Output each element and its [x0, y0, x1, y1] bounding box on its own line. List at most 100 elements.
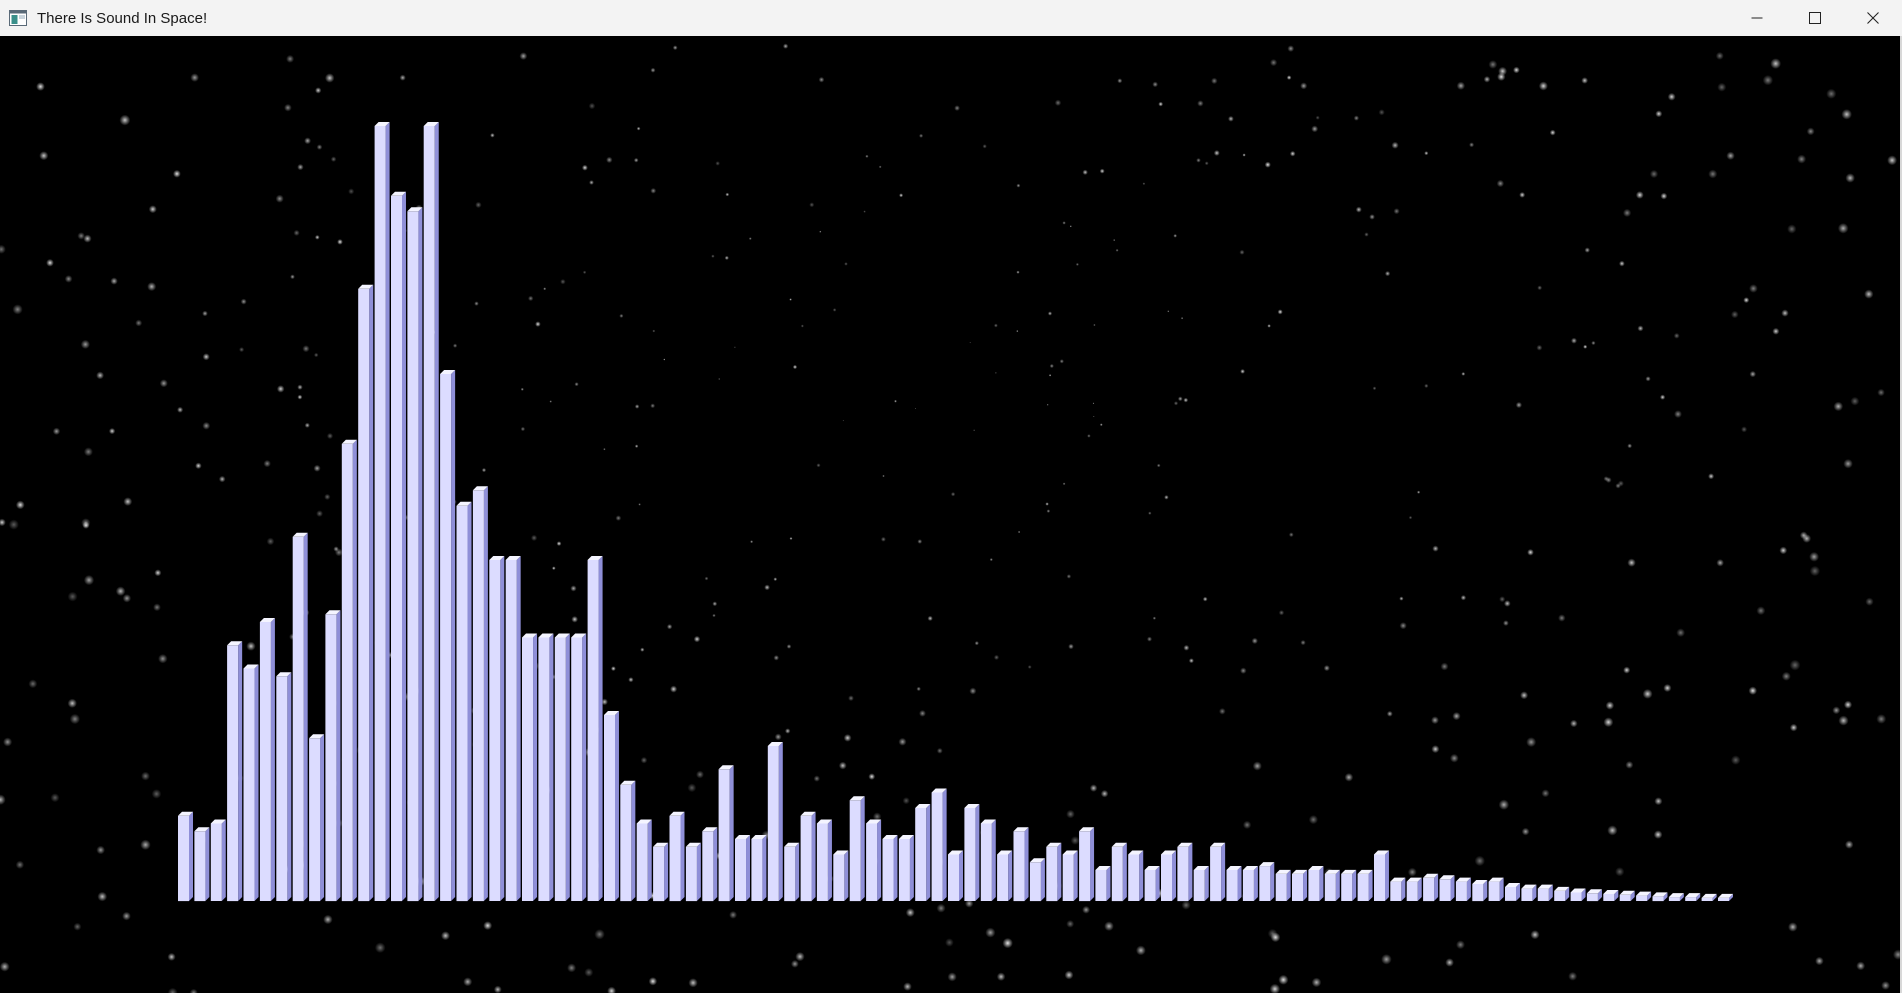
minimize-icon	[1751, 17, 1763, 19]
star	[1277, 309, 1283, 315]
star	[240, 298, 247, 305]
star	[1049, 363, 1054, 369]
spectrum-bar	[1554, 886, 1570, 901]
star	[1460, 594, 1467, 601]
spectrum-bar	[178, 811, 193, 902]
star	[1645, 376, 1651, 382]
star	[1213, 150, 1220, 156]
star	[1770, 58, 1782, 69]
star	[1393, 208, 1400, 215]
star	[1483, 76, 1491, 83]
space-visualizer-canvas[interactable]	[0, 36, 1902, 993]
spectrum-bar-side	[451, 370, 456, 901]
star	[551, 566, 556, 571]
star	[314, 234, 320, 240]
star	[1062, 482, 1066, 486]
spectrum-bar-side	[1581, 888, 1586, 901]
star	[1152, 616, 1157, 620]
star	[167, 987, 178, 993]
star	[12, 304, 23, 315]
spectrum-bar-front	[1652, 896, 1664, 902]
spectrum-bar-front	[669, 815, 681, 902]
star	[1627, 443, 1633, 449]
star	[1584, 247, 1591, 253]
star	[493, 985, 502, 993]
spectrum-bar-side	[811, 811, 816, 901]
star	[842, 419, 845, 422]
spectrum-bar-front	[1374, 854, 1385, 901]
spectrum-bar-front	[1275, 873, 1287, 901]
star	[1381, 954, 1392, 965]
star	[1027, 665, 1032, 669]
star	[1264, 161, 1271, 168]
star	[315, 87, 322, 94]
spectrum-bar	[1013, 827, 1029, 902]
star	[1432, 545, 1439, 552]
star	[919, 133, 924, 138]
minimize-button[interactable]	[1728, 0, 1786, 36]
spectrum-bar-front	[259, 622, 271, 901]
spectrum-bar-side	[991, 819, 996, 901]
star	[1242, 153, 1246, 157]
star	[1741, 426, 1748, 433]
maximize-button[interactable]	[1786, 0, 1844, 36]
spectrum-bar	[1292, 869, 1308, 901]
star	[965, 899, 974, 908]
star	[688, 978, 698, 988]
spectrum-bar	[669, 811, 685, 902]
spectrum-bar	[1111, 842, 1127, 902]
spectrum-bar-top	[1308, 866, 1324, 870]
spectrum-bar-top	[1619, 890, 1635, 895]
spectrum-bar-top	[800, 811, 816, 816]
star	[275, 194, 284, 203]
star	[1570, 719, 1578, 728]
spectrum-bar-side	[1024, 827, 1029, 901]
star	[122, 911, 131, 921]
spectrum-bar-top	[1701, 893, 1717, 898]
spectrum-bar-side	[1286, 869, 1291, 901]
star	[1802, 534, 1812, 543]
star	[313, 464, 321, 472]
spectrum-bar	[1029, 858, 1045, 902]
star	[1762, 75, 1774, 86]
title-bar[interactable]: There Is Sound In Space!	[0, 0, 1902, 36]
spectrum-bar-side	[1729, 893, 1733, 901]
star	[638, 503, 641, 506]
spectrum-bar-front	[898, 839, 910, 901]
star	[969, 341, 971, 344]
spectrum-bar-front	[1341, 873, 1353, 901]
spectrum-bar-front	[1685, 897, 1697, 901]
spectrum-bar-side	[1548, 884, 1553, 901]
star	[1196, 158, 1201, 163]
star	[1541, 789, 1550, 798]
spectrum-bar-front	[374, 126, 386, 901]
star	[570, 585, 577, 592]
star	[1278, 610, 1285, 616]
star	[715, 161, 721, 166]
spectrum-bar	[833, 850, 849, 901]
star	[1152, 81, 1159, 88]
spectrum-bar-front	[194, 831, 206, 902]
star	[1663, 683, 1672, 693]
star	[588, 102, 596, 110]
star	[190, 73, 200, 82]
spectrum-bar-top	[1423, 873, 1439, 878]
spectrum-bar-side	[418, 207, 423, 901]
spectrum-bar	[522, 633, 538, 901]
star	[916, 686, 921, 692]
star	[1135, 945, 1146, 956]
spectrum-bar-top	[1357, 869, 1373, 874]
spectrum-bar-side	[549, 633, 554, 901]
star	[141, 771, 150, 781]
spectrum-bar	[1210, 842, 1226, 902]
spectrum-bar-top	[407, 207, 423, 212]
spectrum-bar-side	[205, 827, 210, 901]
star	[324, 73, 335, 83]
star	[1117, 78, 1123, 84]
spectrum-bar-side	[1565, 886, 1570, 901]
app-window-icon[interactable]	[9, 10, 27, 26]
spectrum-bar-side	[631, 780, 636, 901]
spectrum-bars	[178, 122, 1733, 902]
window-right-border	[1900, 36, 1902, 993]
close-button[interactable]	[1844, 0, 1902, 36]
